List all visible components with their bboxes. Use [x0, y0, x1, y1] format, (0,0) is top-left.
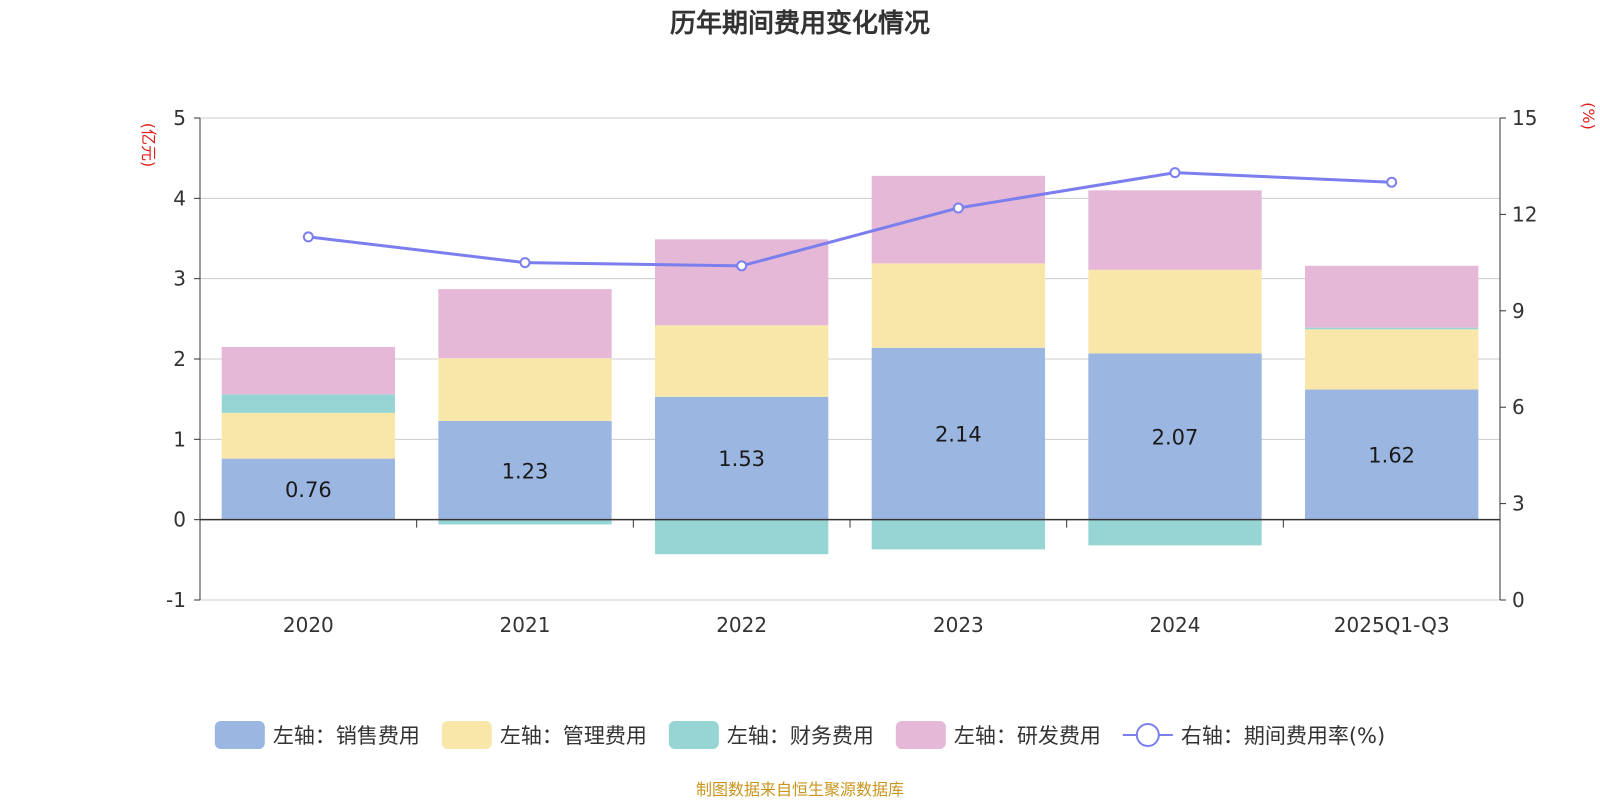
left-tick-label: 3 [173, 267, 186, 291]
data-label: 1.23 [502, 459, 549, 483]
bar-segment [221, 346, 395, 395]
right-axis-unit: (%) [1579, 102, 1598, 130]
bar-segment [871, 263, 1045, 348]
bar-segment [871, 519, 1045, 550]
rate-line [308, 171, 1392, 268]
bar-segment [438, 289, 612, 359]
bar-segment [1088, 353, 1262, 520]
legend-swatch [214, 721, 265, 749]
right-tick-label: 3 [1512, 492, 1525, 516]
legend-swatch [441, 721, 492, 749]
bar-segment [655, 519, 829, 555]
data-label: 1.53 [718, 447, 765, 471]
bar-segment [438, 420, 612, 520]
right-tick-label: 12 [1512, 202, 1537, 226]
bar-segment [871, 347, 1045, 520]
bar-segment [1305, 327, 1479, 330]
legend-item[interactable]: 左轴：财务费用 [668, 721, 874, 749]
bar-segment [438, 519, 612, 525]
left-tick-label: 0 [173, 508, 186, 532]
right-tick-label: 9 [1512, 299, 1525, 323]
legend-label: 左轴：管理费用 [500, 724, 647, 748]
right-tick-label: 6 [1512, 395, 1525, 419]
left-tick-label: 1 [173, 427, 186, 451]
bar-segment [1305, 389, 1479, 520]
left-tick-label: -1 [166, 588, 186, 612]
x-tick-label: 2021 [500, 613, 551, 637]
x-tick-label: 2023 [933, 613, 984, 637]
x-tick-label: 2025Q1-Q3 [1334, 613, 1450, 637]
line-point [302, 231, 314, 243]
left-tick-label: 5 [173, 106, 186, 130]
bar-segment [221, 458, 395, 520]
data-label: 1.62 [1368, 444, 1415, 468]
left-tick-label: 2 [173, 347, 186, 371]
source-note: 制图数据来自恒生聚源数据库 [696, 780, 904, 799]
bar-segment [1088, 269, 1262, 354]
legend-swatch [895, 721, 946, 749]
gridlines [200, 117, 1500, 601]
legend-label: 左轴：财务费用 [727, 724, 874, 748]
legend-item[interactable]: 左轴：管理费用 [441, 721, 647, 749]
x-tick-label: 2024 [1150, 613, 1201, 637]
bar-segment [1088, 519, 1262, 546]
legend-swatch [668, 721, 719, 749]
right-tick-label: 15 [1512, 106, 1537, 130]
legend: 左轴：销售费用 左轴：管理费用 左轴：财务费用 左轴：研发费用 右轴：期间费用率(%) [214, 721, 1385, 749]
data-labels: 0.76 1.23 1.53 2.14 2.07 1.62 [285, 423, 1415, 502]
legend-label: 右轴：期间费用率(%) [1181, 724, 1385, 748]
bar-segment [221, 412, 395, 459]
bar-segment [1305, 329, 1479, 390]
data-label: 2.14 [935, 423, 982, 447]
bar-segment [655, 325, 829, 397]
line-point [519, 257, 531, 269]
bar-segment [438, 358, 612, 421]
chart-title: 历年期间费用变化情况 [670, 8, 930, 39]
legend-swatch-marker [1135, 723, 1160, 747]
legend-label: 左轴：研发费用 [954, 724, 1101, 748]
bar-segment [1088, 190, 1262, 270]
legend-item[interactable]: 左轴：销售费用 [214, 721, 420, 749]
legend-item[interactable]: 右轴：期间费用率(%) [1122, 723, 1385, 748]
line-point [1386, 176, 1398, 188]
data-label: 2.07 [1152, 426, 1199, 450]
bar-segment [655, 396, 829, 520]
left-axis-unit: (亿元) [139, 123, 158, 168]
bar-segment [871, 175, 1045, 264]
line-series [302, 167, 1398, 272]
x-tick-label: 2022 [716, 613, 767, 637]
bar-series [221, 175, 1479, 555]
left-tick-label: 4 [173, 186, 186, 210]
legend-label: 左轴：销售费用 [273, 724, 420, 748]
line-point [736, 260, 748, 272]
line-point [952, 202, 964, 214]
legend-item[interactable]: 左轴：研发费用 [895, 721, 1101, 749]
bar-segment [655, 239, 829, 326]
right-tick-label: 0 [1512, 588, 1525, 612]
bar-segment [1305, 265, 1479, 328]
x-tick-label: 2020 [283, 613, 334, 637]
line-point [1169, 167, 1181, 179]
data-label: 0.76 [285, 478, 332, 502]
bar-segment [221, 394, 395, 413]
